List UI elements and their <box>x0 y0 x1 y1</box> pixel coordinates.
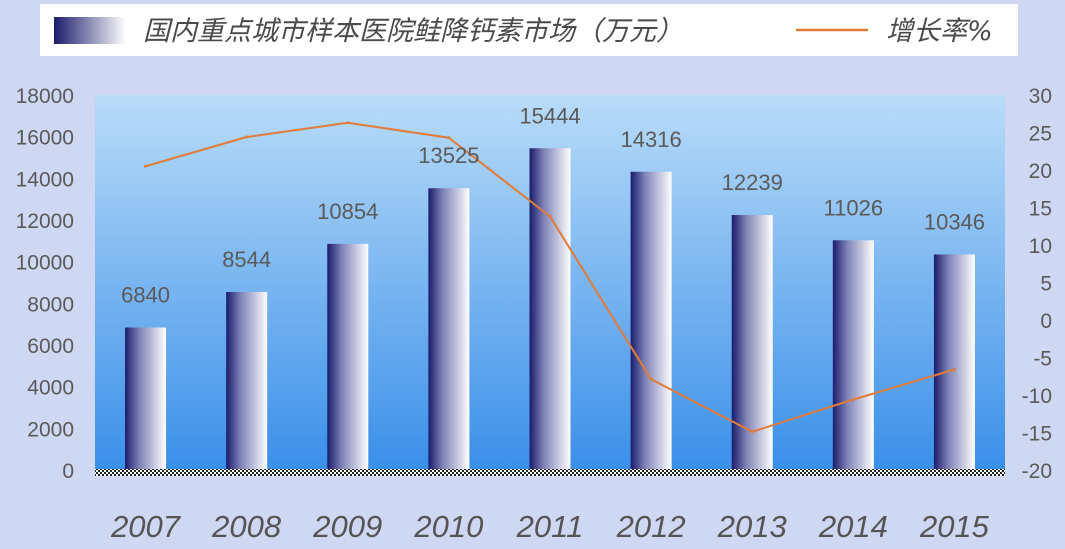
x-axis: 2007 2008 2009 2010 2011 2012 2013 2014 2015 <box>110 509 990 544</box>
growth-rate-point <box>750 430 754 434</box>
legend-line-label: 增长率% <box>886 16 993 47</box>
legend-bar-label: 国内重点城市样本医院鲑降钙素市场（万元） <box>143 16 683 47</box>
right-y-tick-label: -15 <box>1022 423 1052 446</box>
x-tick-label: 2010 <box>413 509 483 544</box>
left-y-tick-label: 16000 <box>16 127 74 150</box>
growth-rate-point <box>144 164 148 168</box>
left-y-axis: 0 2000 4000 6000 8000 10000 12000 14000 16000 180… <box>16 85 74 483</box>
bar-data-label: 12239 <box>722 170 783 195</box>
bar <box>428 188 470 470</box>
bar <box>226 292 268 470</box>
bar-data-labels: 6840 8544 10854 13525 15444 14316 12239 11026 10… <box>121 103 985 307</box>
bar <box>327 243 369 470</box>
x-tick-label: 2012 <box>616 509 686 544</box>
growth-rate-point <box>649 377 653 381</box>
bar-data-label: 8544 <box>222 247 271 272</box>
x-tick-label: 2008 <box>211 509 282 544</box>
right-y-tick-label: 25 <box>1029 123 1052 146</box>
x-tick-label: 2009 <box>312 509 382 544</box>
right-y-tick-label: -5 <box>1033 348 1052 371</box>
left-y-tick-label: 4000 <box>27 377 74 400</box>
bar <box>630 171 672 470</box>
left-y-tick-label: 14000 <box>16 168 74 191</box>
x-tick-label: 2014 <box>818 509 888 544</box>
right-y-tick-label: 0 <box>1040 310 1052 333</box>
growth-rate-point <box>245 135 249 139</box>
left-y-tick-label: 6000 <box>27 335 74 358</box>
left-y-tick-label: 12000 <box>16 210 74 233</box>
right-y-tick-label: 20 <box>1029 160 1052 183</box>
bar-data-label: 10854 <box>317 199 378 224</box>
right-y-tick-label: 30 <box>1029 85 1052 108</box>
right-y-tick-label: -20 <box>1022 460 1052 483</box>
right-y-axis: -20 -15 -10 -5 0 5 10 15 20 25 30 <box>1022 85 1052 483</box>
legend-bar-swatch <box>54 17 126 44</box>
bar-data-label: 13525 <box>418 143 479 168</box>
growth-rate-point <box>447 136 451 140</box>
x-tick-label: 2013 <box>717 509 787 544</box>
right-y-tick-label: 5 <box>1040 273 1052 296</box>
bar-series <box>125 148 975 470</box>
bar <box>529 148 571 470</box>
bar-data-label: 10346 <box>924 209 985 234</box>
x-axis-baseline <box>95 469 1005 476</box>
bar <box>933 254 975 470</box>
x-tick-label: 2011 <box>516 509 584 544</box>
growth-rate-point <box>952 368 956 371</box>
growth-rate-point <box>346 121 350 125</box>
bar <box>832 240 874 470</box>
growth-rate-series <box>144 121 956 434</box>
left-y-tick-label: 18000 <box>16 85 74 108</box>
left-y-tick-label: 8000 <box>27 293 74 316</box>
bar-data-label: 11026 <box>824 195 884 220</box>
growth-rate-point <box>851 398 855 401</box>
bar-data-label: 15444 <box>519 103 580 128</box>
bar <box>125 327 167 470</box>
x-tick-label: 2015 <box>919 509 990 544</box>
growth-rate-point <box>548 215 552 218</box>
left-y-tick-label: 2000 <box>27 418 74 441</box>
x-tick-label: 2007 <box>110 509 182 544</box>
bar-data-label: 6840 <box>121 283 170 308</box>
bar-data-label: 14316 <box>621 127 682 152</box>
right-y-tick-label: 10 <box>1029 235 1052 258</box>
legend: 国内重点城市样本医院鲑降钙素市场（万元） 增长率% <box>40 4 1018 56</box>
right-y-tick-label: 15 <box>1029 198 1052 221</box>
right-y-tick-label: -10 <box>1022 385 1052 408</box>
left-y-tick-label: 0 <box>62 460 74 483</box>
left-y-tick-label: 10000 <box>16 252 74 275</box>
